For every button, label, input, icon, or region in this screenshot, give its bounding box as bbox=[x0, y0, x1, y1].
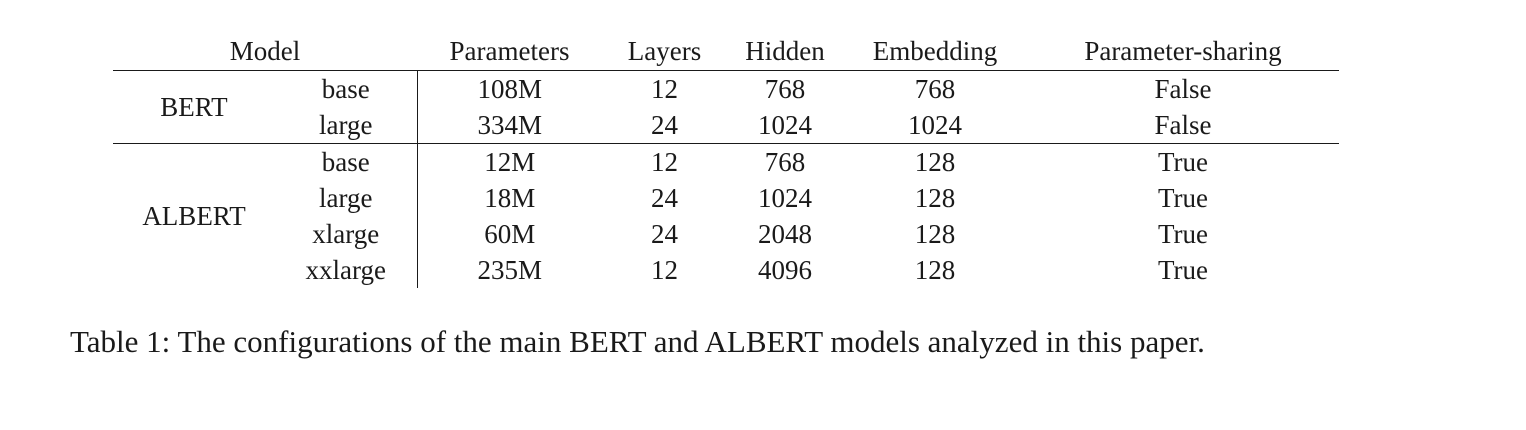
parameters-cell: 18M bbox=[484, 183, 536, 213]
variant-cell: xlarge bbox=[275, 216, 418, 252]
hidden-cell: 1024 bbox=[758, 183, 812, 213]
layers-cell: 12 bbox=[651, 74, 678, 104]
header-hidden: Hidden bbox=[745, 36, 825, 66]
parameters-cell: 334M bbox=[417, 107, 602, 144]
layers-cell: 12 bbox=[651, 255, 678, 285]
layers-cell: 12 bbox=[651, 147, 678, 177]
table-row: large 334M 24 1024 1024 False bbox=[113, 107, 1339, 144]
embedding-cell: 128 bbox=[914, 147, 956, 177]
config-table-container: Model Parameters Layers Hidden Embedding… bbox=[113, 32, 1339, 288]
parameter-sharing-cell: True bbox=[1157, 183, 1209, 213]
parameters-cell: 60M bbox=[484, 219, 536, 249]
model-config-table: Model Parameters Layers Hidden Embedding… bbox=[113, 32, 1339, 288]
header-row: Model Parameters Layers Hidden Embedding… bbox=[113, 32, 1339, 71]
header-parameters: Parameters bbox=[449, 36, 570, 66]
layers-cell: 24 bbox=[602, 107, 727, 144]
parameter-sharing-cell: True bbox=[1157, 255, 1209, 285]
variant-cell: large bbox=[275, 107, 418, 144]
variant-cell: base bbox=[275, 70, 418, 107]
embedding-cell: 128 bbox=[914, 219, 956, 249]
embedding-cell: 1024 bbox=[843, 107, 1027, 144]
table-row: xlarge 60M 24 2048 128 True bbox=[113, 216, 1339, 252]
embedding-cell: 128 bbox=[914, 255, 956, 285]
parameter-sharing-cell: False bbox=[1154, 74, 1212, 104]
table-row: xxlarge 235M 12 4096 128 True bbox=[113, 252, 1339, 288]
hidden-cell: 768 bbox=[764, 74, 806, 104]
family-label-bert: BERT bbox=[113, 70, 275, 144]
parameter-sharing-cell: False bbox=[1027, 107, 1339, 144]
header-layers: Layers bbox=[627, 36, 702, 66]
table-caption: Table 1: The configurations of the main … bbox=[70, 324, 1205, 359]
variant-cell: xxlarge bbox=[275, 252, 418, 288]
header-parameter-sharing: Parameter-sharing bbox=[1084, 36, 1282, 66]
header-embedding: Embedding bbox=[872, 36, 998, 66]
layers-cell: 24 bbox=[651, 183, 678, 213]
hidden-cell: 4096 bbox=[758, 255, 812, 285]
variant-cell: large bbox=[275, 180, 418, 216]
table-row: BERT base 108M 12 768 768 False bbox=[113, 70, 1339, 144]
parameters-cell: 12M bbox=[484, 147, 536, 177]
parameter-sharing-cell: True bbox=[1157, 147, 1209, 177]
family-label-albert: ALBERT bbox=[142, 201, 246, 231]
parameter-sharing-cell: True bbox=[1157, 219, 1209, 249]
embedding-cell: 128 bbox=[914, 183, 956, 213]
hidden-cell: 768 bbox=[764, 147, 806, 177]
variant-cell: base bbox=[275, 143, 418, 180]
table-row: large 18M 24 1024 128 True bbox=[113, 180, 1339, 216]
hidden-cell: 2048 bbox=[758, 219, 812, 249]
layers-cell: 24 bbox=[651, 219, 678, 249]
embedding-cell: 768 bbox=[914, 74, 956, 104]
parameters-cell: 108M bbox=[477, 74, 542, 104]
header-model: Model bbox=[229, 36, 301, 66]
hidden-cell: 1024 bbox=[727, 107, 843, 144]
parameters-cell: 235M bbox=[477, 255, 542, 285]
table-row: ALBERT base 12M 12 768 128 True bbox=[113, 143, 1339, 231]
